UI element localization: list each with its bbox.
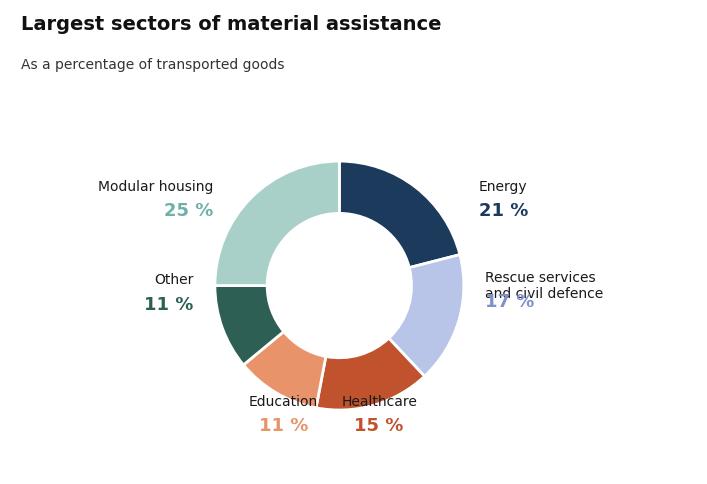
- Wedge shape: [215, 161, 339, 286]
- Text: Energy: Energy: [479, 180, 527, 194]
- Text: Rescue services
and civil defence: Rescue services and civil defence: [485, 271, 604, 301]
- Text: As a percentage of transported goods: As a percentage of transported goods: [21, 58, 285, 72]
- Wedge shape: [389, 255, 464, 376]
- Text: 11 %: 11 %: [144, 296, 194, 314]
- Text: 21 %: 21 %: [479, 202, 528, 220]
- Text: Largest sectors of material assistance: Largest sectors of material assistance: [21, 15, 442, 33]
- Wedge shape: [243, 332, 326, 408]
- Text: Modular housing: Modular housing: [98, 180, 214, 194]
- Text: 17 %: 17 %: [485, 293, 534, 311]
- Text: Other: Other: [154, 273, 194, 287]
- Text: 15 %: 15 %: [354, 418, 404, 436]
- Wedge shape: [339, 161, 460, 268]
- Text: Education: Education: [249, 395, 318, 409]
- Text: 25 %: 25 %: [164, 202, 214, 220]
- Wedge shape: [215, 286, 284, 365]
- Text: 11 %: 11 %: [259, 418, 308, 436]
- Text: Healthcare: Healthcare: [341, 395, 417, 409]
- Wedge shape: [316, 338, 425, 410]
